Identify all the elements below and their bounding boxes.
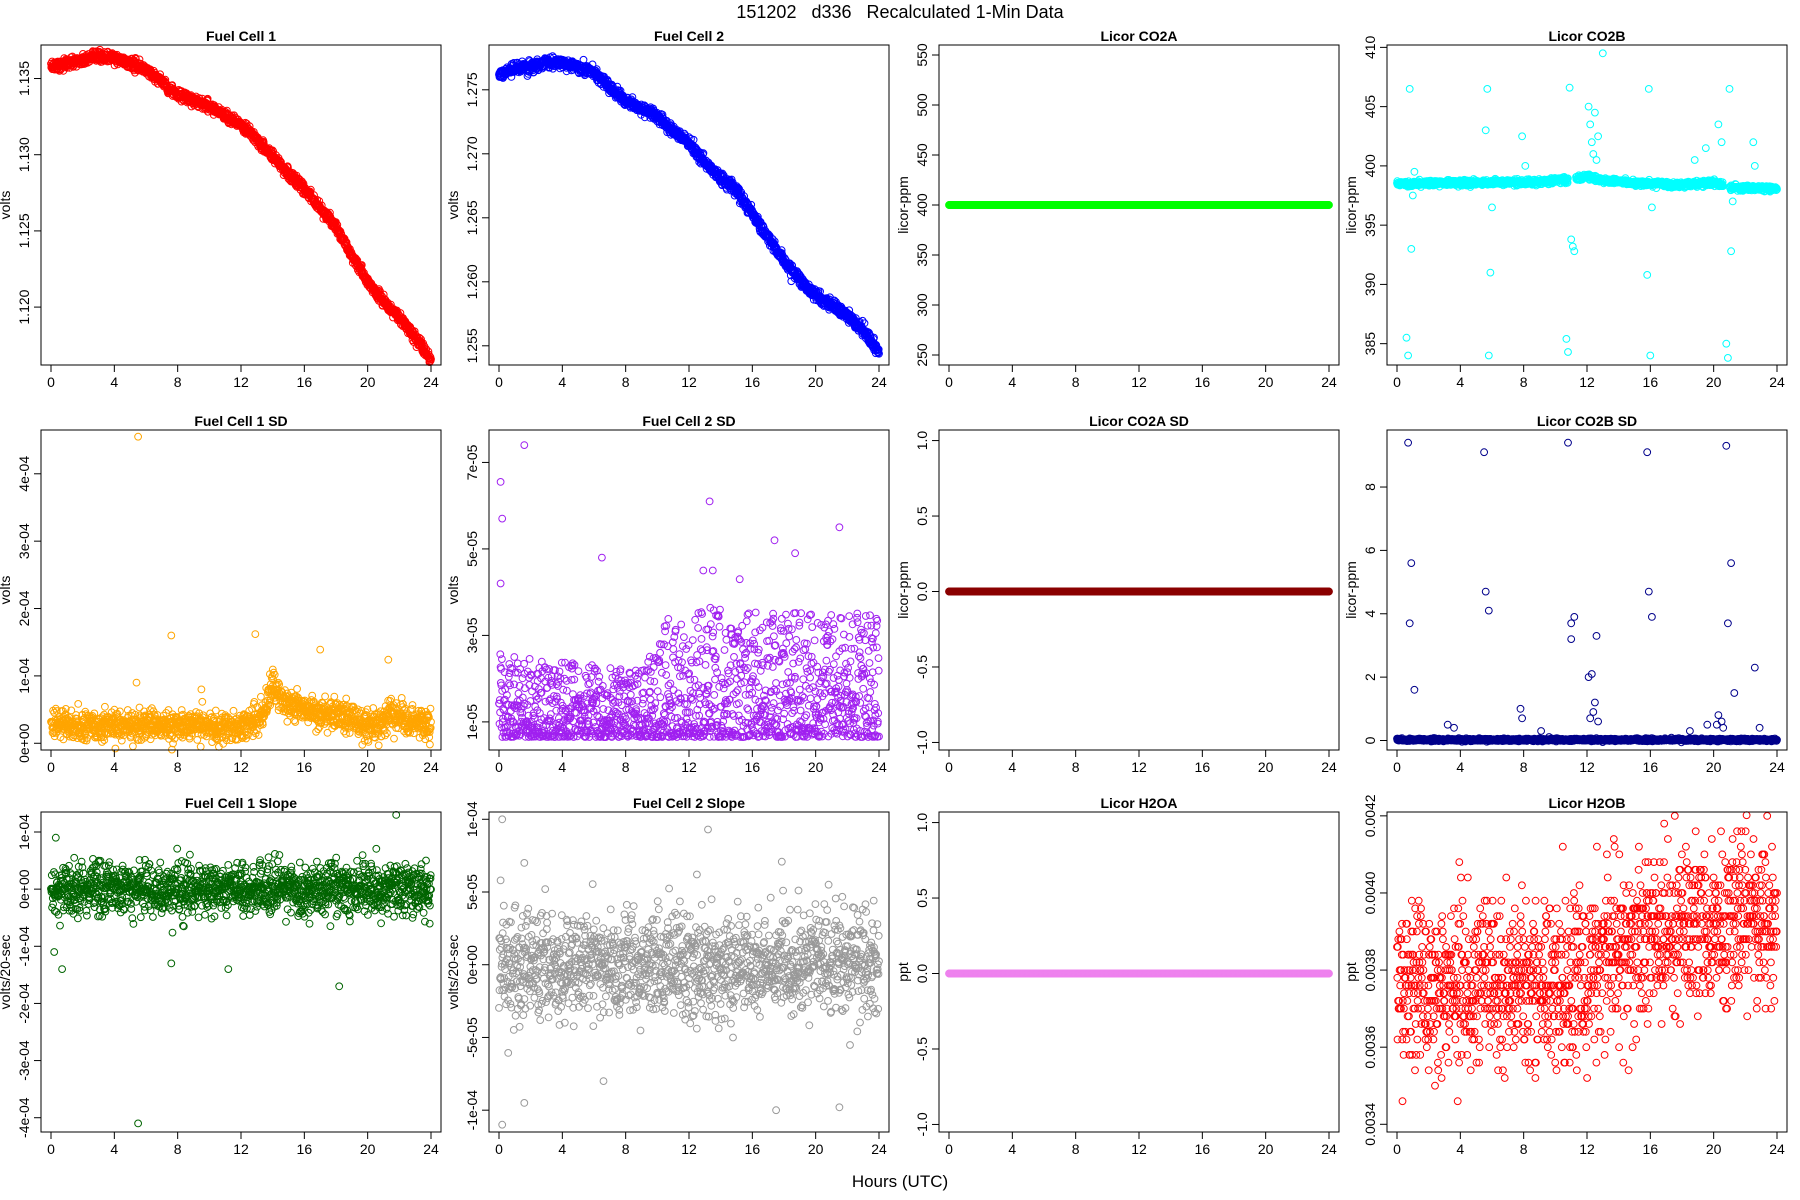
y-tick-label: 450 [914,143,930,167]
panel-title: Fuel Cell 1 [206,28,276,44]
y-tick-label: 500 [914,93,930,117]
chart-panel-2: Fuel Cell 2 0 4 8 12 16 20 24 1.255 1.260 1.265 1.2… [445,28,890,390]
x-tick-label: 12 [1131,374,1147,390]
data-point [780,254,789,263]
data-point [777,246,786,255]
data-point [858,316,867,325]
data-point [427,355,435,364]
x-tick-label: 12 [233,374,249,390]
y-axis-label: volts [445,191,461,220]
y-tick-label: 550 [914,43,930,67]
data-point [768,235,777,243]
y-tick-label: 1.255 [464,328,480,363]
x-tick-label: 20 [1258,374,1274,390]
plot-frame [40,44,442,366]
data-points [495,52,883,358]
y-tick-label: 1.275 [464,72,480,107]
y-tick-label: 1.270 [464,136,480,171]
x-tick-label: 0 [945,374,953,390]
x-tick-label: 4 [558,374,566,390]
data-point [874,345,883,354]
chart-panel-1: Fuel Cell 1 0 4 8 12 16 20 24 1.120 1.125 1.130 1.1… [0,28,442,390]
plot-frame [488,44,890,366]
y-axis-label: licor-ppm [895,176,911,234]
x-tick-label: 16 [745,374,761,390]
data-point [860,319,869,328]
x-tick-label: 20 [808,374,824,390]
x-tick-label: 8 [622,374,630,390]
x-tick-label: 16 [1195,374,1211,390]
chart-panel-3: Licor CO2A 0 4 8 12 16 20 24 250 300 350 400 450 500 5… [895,28,1340,390]
y-tick-label: 1.125 [16,213,32,248]
data-point [1325,201,1333,209]
data-point [417,335,425,344]
data-point [284,163,292,172]
x-tick-label: 8 [1072,374,1080,390]
x-tick-label: 16 [297,374,313,390]
y-tick-label: 1.135 [16,61,32,96]
x-tick-label: 4 [110,374,118,390]
x-tick-label: 24 [1321,374,1337,390]
data-point [131,54,140,63]
data-point [875,349,883,358]
data-point [357,261,366,269]
panel-title: Fuel Cell 2 [654,28,724,44]
x-tick-label: 24 [871,374,887,390]
y-tick-label: 1.130 [16,137,32,172]
y-tick-label: 250 [914,343,930,367]
data-points [945,201,1333,209]
y-tick-label: 1.260 [464,264,480,299]
figure-title: 151202 d336 Recalculated 1-Min Data [736,2,1064,22]
data-point [747,200,756,209]
x-tick-label: 8 [174,374,182,390]
x-tick-label: 0 [495,374,503,390]
y-tick-label: 1.265 [464,200,480,235]
y-tick-label: 400 [914,193,930,217]
x-tick-label: 4 [1008,374,1016,390]
panel-title: Licor CO2A [1100,28,1177,44]
data-points [1393,49,1781,362]
y-tick-label: 1.120 [16,289,32,324]
y-axis-label: volts [0,191,13,220]
x-tick-label: 0 [47,374,55,390]
data-points [47,45,435,367]
data-point [592,65,601,74]
y-tick-label: 350 [914,243,930,267]
data-point [699,149,708,158]
x-tick-label: 24 [423,374,439,390]
x-tick-label: 20 [360,374,376,390]
x-tick-label: 12 [681,374,697,390]
y-tick-label: 300 [914,293,930,317]
